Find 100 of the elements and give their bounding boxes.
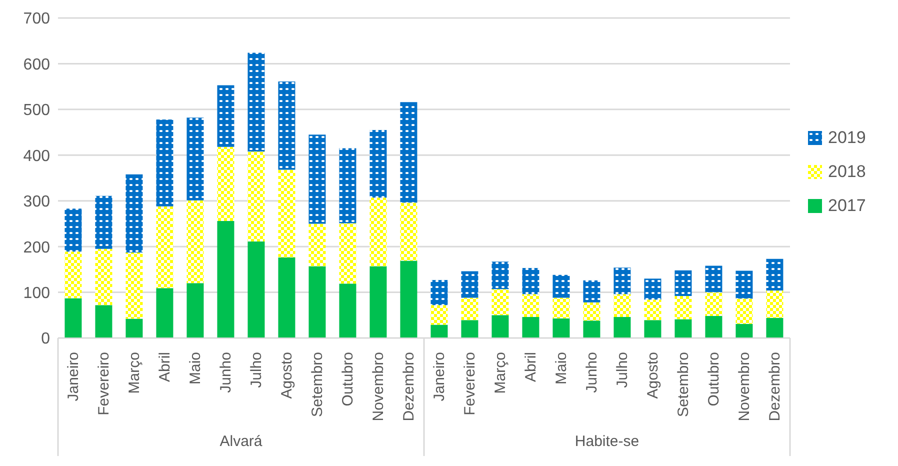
bar [248, 52, 265, 152]
bar [248, 242, 265, 338]
text: Habite-se [574, 433, 640, 450]
bar [370, 198, 387, 266]
legend-label: 2019 [828, 128, 866, 148]
bar [308, 266, 326, 338]
bar [644, 320, 662, 338]
bar [186, 200, 204, 284]
bar [674, 270, 692, 296]
bar [644, 300, 662, 320]
text: Alvará [220, 433, 263, 450]
bar [552, 298, 570, 318]
bar [186, 283, 204, 338]
y-tick-label: 100 [23, 284, 50, 302]
bar [705, 316, 722, 338]
bar [400, 260, 418, 338]
bar [492, 315, 509, 338]
bar [217, 220, 234, 338]
y-tick-label: 200 [23, 239, 50, 256]
bar [583, 320, 600, 338]
bar [95, 248, 112, 306]
bar [278, 82, 296, 170]
bar [736, 324, 753, 338]
bar [614, 268, 631, 294]
bar [552, 318, 570, 338]
bar [339, 284, 356, 338]
x-tick-label: Fevereiro [95, 352, 112, 416]
x-tick-label: Janeiro [430, 352, 448, 402]
bar [430, 324, 448, 338]
x-tick-label: Junho [583, 352, 600, 393]
bar [736, 298, 753, 324]
bar [400, 102, 418, 203]
x-tick-label: Março [126, 352, 143, 394]
bar [339, 223, 356, 284]
x-tick-label: Julho [248, 352, 265, 388]
bar [430, 305, 448, 325]
bar [583, 280, 600, 302]
bar [156, 288, 174, 338]
bar [186, 118, 204, 200]
bar [339, 148, 356, 224]
bar [278, 170, 296, 258]
x-tick-label: Agosto [278, 352, 296, 399]
bar [492, 262, 509, 290]
bar [492, 289, 509, 316]
bar [308, 224, 326, 266]
x-tick-label: Maio [186, 352, 204, 385]
bar [156, 119, 174, 206]
bar [95, 305, 112, 338]
bar [461, 298, 478, 320]
bar [705, 266, 722, 292]
bar [766, 318, 784, 338]
x-tick-label: Novembro [370, 352, 387, 422]
y-tick-label: 300 [23, 194, 50, 211]
bar [217, 85, 234, 147]
bar [583, 302, 600, 321]
bar [430, 280, 448, 306]
x-tick-label: Abril [522, 352, 540, 382]
bar [552, 274, 570, 298]
bar [126, 318, 143, 338]
x-tick-label: Maio [552, 352, 570, 385]
bar [674, 296, 692, 320]
bar [644, 278, 662, 300]
y-tick-label: 500 [23, 102, 50, 120]
x-tick-label: Janeiro [64, 352, 82, 402]
bar [705, 292, 722, 316]
legend-label: 2017 [828, 196, 866, 216]
x-tick-label: Setembro [308, 352, 326, 418]
bar [308, 134, 326, 224]
x-tick-label: Março [492, 352, 509, 394]
bar [400, 202, 418, 261]
bar [614, 316, 631, 338]
bar [766, 290, 784, 318]
x-tick-label: Dezembro [766, 352, 784, 422]
bar [461, 271, 478, 298]
bar [156, 206, 174, 288]
bar [766, 258, 784, 290]
bar [736, 270, 753, 299]
bar [64, 208, 82, 252]
x-tick-label: Novembro [736, 352, 753, 422]
x-tick-label: Julho [614, 352, 631, 388]
x-tick-label: Outubro [705, 352, 722, 406]
bar [64, 252, 82, 298]
bar [614, 294, 631, 317]
x-tick-label: Agosto [644, 352, 662, 399]
bar [126, 252, 143, 319]
bar [522, 316, 540, 338]
bar [248, 151, 265, 242]
y-tick-label: 400 [23, 148, 50, 165]
bar [370, 130, 387, 198]
y-tick-label: 0 [41, 330, 50, 348]
x-tick-label: Abril [156, 352, 174, 382]
bar [278, 258, 296, 338]
y-tick-label: 700 [23, 10, 50, 28]
x-tick-label: Fevereiro [461, 352, 478, 416]
bar [522, 268, 540, 294]
bar [64, 298, 82, 338]
bar [461, 320, 478, 338]
x-tick-label: Setembro [674, 352, 692, 418]
bar [126, 174, 143, 253]
bar [674, 319, 692, 338]
